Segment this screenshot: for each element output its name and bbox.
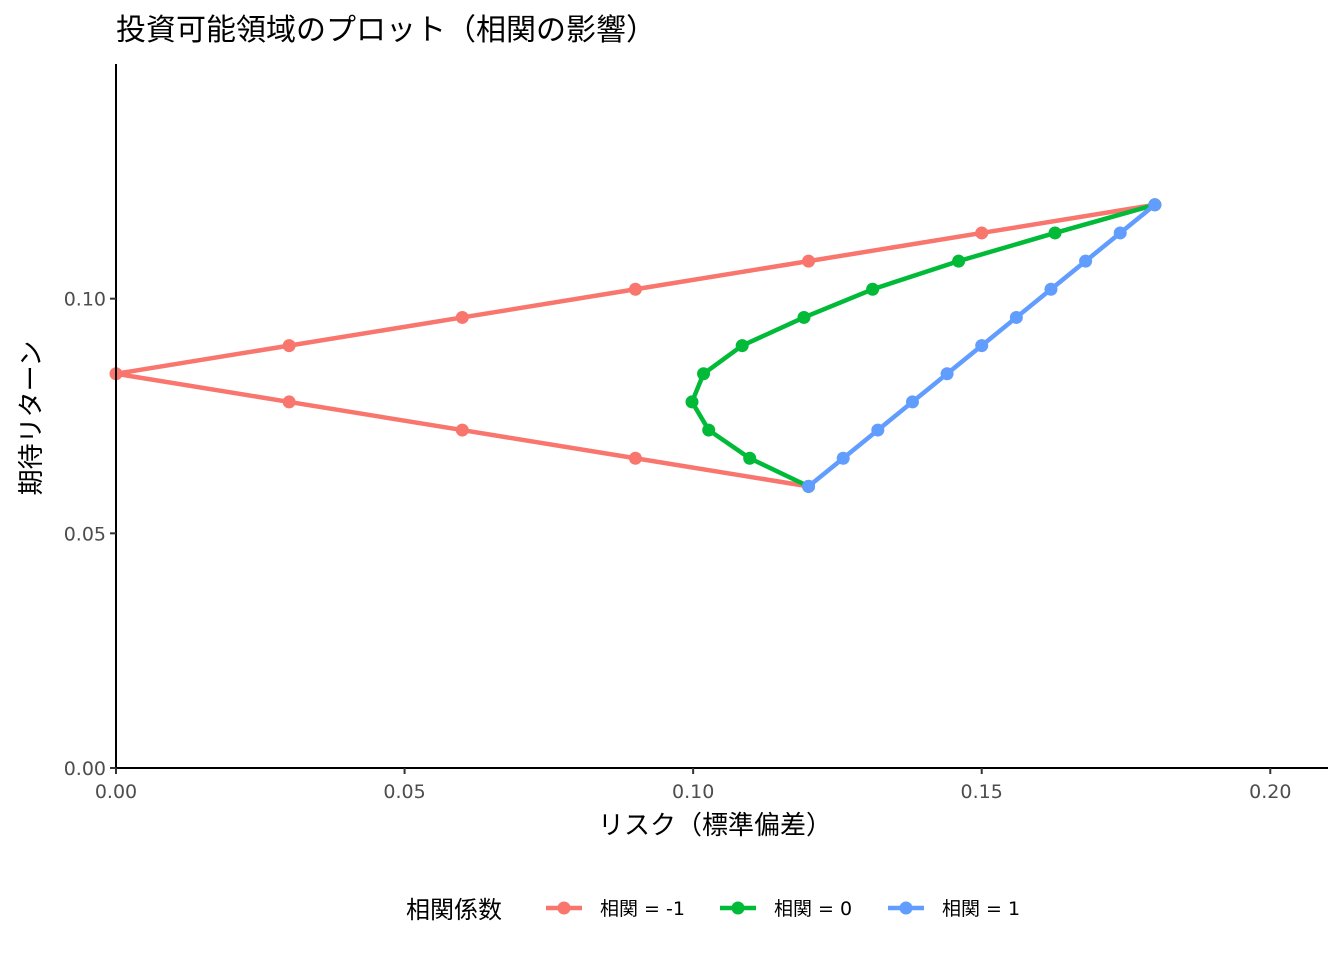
data-point xyxy=(871,423,885,437)
x-axis-title: リスク（標準偏差） xyxy=(598,811,832,841)
data-point xyxy=(836,451,850,465)
data-point xyxy=(455,310,469,324)
legend-label: 相関 = 0 xyxy=(774,898,852,920)
data-point xyxy=(1113,226,1127,240)
data-point xyxy=(1048,226,1062,240)
data-point xyxy=(1009,310,1023,324)
data-point xyxy=(685,395,699,409)
data-point xyxy=(952,254,966,268)
data-point xyxy=(628,282,642,296)
data-point xyxy=(802,479,816,493)
y-tick-label: 0.05 xyxy=(64,523,106,545)
x-tick-label: 0.20 xyxy=(1249,781,1291,803)
legend-title: 相関係数 xyxy=(406,896,502,924)
data-point xyxy=(735,339,749,353)
data-point xyxy=(697,367,711,381)
legend-item: 相関 = 1 xyxy=(888,898,1020,920)
data-point xyxy=(905,395,919,409)
x-tick-label: 0.15 xyxy=(961,781,1003,803)
legend-label: 相関 = -1 xyxy=(600,898,685,920)
data-point xyxy=(802,254,816,268)
legend-item: 相関 = -1 xyxy=(546,898,685,920)
data-point xyxy=(866,282,880,296)
data-point xyxy=(282,339,296,353)
y-tick-label: 0.00 xyxy=(64,758,106,780)
data-point xyxy=(940,367,954,381)
x-tick-label: 0.10 xyxy=(672,781,714,803)
legend: 相関係数 相関 = -1 相関 = 0 相関 = 1 xyxy=(406,896,1020,924)
data-point xyxy=(628,451,642,465)
series-0 xyxy=(109,198,1162,493)
data-point xyxy=(743,451,757,465)
data-point xyxy=(702,423,716,437)
axes: 0.00 0.05 0.10 0.15 0.20 0.00 0.05 0.10 xyxy=(64,64,1328,803)
legend-key-point xyxy=(899,901,913,915)
series-2 xyxy=(802,198,1162,493)
data-point xyxy=(975,226,989,240)
chart-title: 投資可能領域のプロット（相関の影響） xyxy=(116,13,656,48)
legend-key-point xyxy=(731,901,745,915)
y-tick-label: 0.10 xyxy=(64,289,106,311)
legend-item: 相関 = 0 xyxy=(720,898,852,920)
data-point xyxy=(282,395,296,409)
y-axis-title: 期待リターン xyxy=(17,341,47,496)
legend-key-point xyxy=(557,901,571,915)
data-point xyxy=(797,310,811,324)
legend-label: 相関 = 1 xyxy=(942,898,1020,920)
data-point xyxy=(1079,254,1093,268)
data-point xyxy=(975,339,989,353)
x-tick-label: 0.05 xyxy=(383,781,425,803)
series-line xyxy=(689,202,1158,489)
x-tick-label: 0.00 xyxy=(95,781,137,803)
plot-area xyxy=(109,198,1162,493)
data-point xyxy=(455,423,469,437)
data-point xyxy=(1044,282,1058,296)
data-point xyxy=(1148,198,1162,212)
